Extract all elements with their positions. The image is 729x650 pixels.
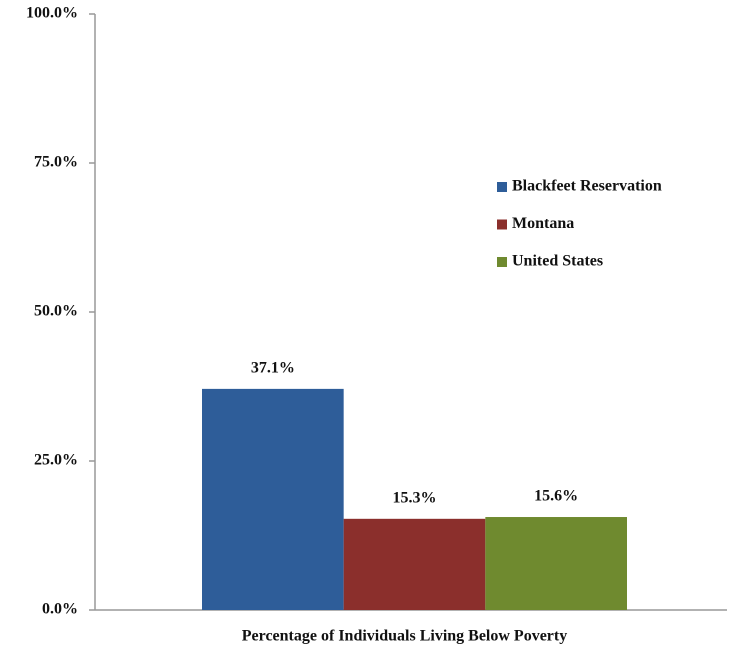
legend-label: United States: [512, 253, 603, 270]
bar: [202, 388, 344, 610]
y-tick-label: 75.0%: [34, 154, 78, 171]
y-tick-label: 25.0%: [34, 452, 78, 469]
data-label: 37.1%: [251, 360, 295, 377]
y-tick-label: 100.0%: [26, 5, 78, 22]
bar: [343, 518, 486, 610]
y-tick-label: 0.0%: [42, 601, 78, 618]
x-tick-label: Percentage of Individuals Living Below P…: [242, 628, 567, 645]
legend-swatch: [497, 257, 507, 267]
legend-label: Blackfeet Reservation: [512, 178, 662, 195]
data-label: 15.3%: [393, 489, 437, 506]
legend-label: Montana: [512, 215, 574, 232]
data-label: 15.6%: [534, 488, 578, 505]
y-tick-label: 50.0%: [34, 303, 78, 320]
bar: [485, 517, 627, 610]
legend-swatch: [497, 182, 507, 192]
legend-swatch: [497, 219, 507, 230]
